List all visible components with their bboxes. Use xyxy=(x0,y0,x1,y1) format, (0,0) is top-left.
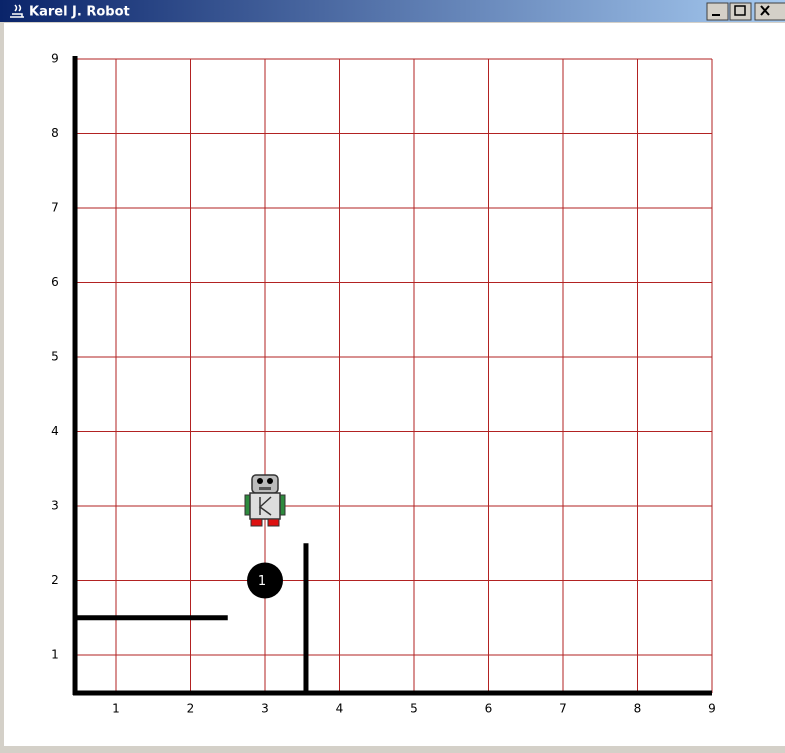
street-label: 9 xyxy=(51,52,59,66)
robot-eye xyxy=(257,478,263,484)
page: Karel J. Robot 1234567891234567891 (() =… xyxy=(0,0,785,753)
avenue-label: 7 xyxy=(559,702,567,716)
street-label: 2 xyxy=(51,573,59,587)
maximize-button[interactable] xyxy=(730,3,751,20)
world-canvas xyxy=(4,23,785,746)
street-label: 5 xyxy=(51,350,59,364)
avenue-label: 3 xyxy=(261,702,269,716)
minimize-button[interactable] xyxy=(707,3,728,20)
robot-eye xyxy=(267,478,273,484)
avenue-label: 5 xyxy=(410,702,418,716)
robot-body xyxy=(250,493,280,519)
close-button[interactable] xyxy=(755,3,785,20)
avenue-label: 9 xyxy=(708,702,716,716)
avenue-label: 2 xyxy=(187,702,195,716)
avenue-label: 8 xyxy=(634,702,642,716)
robot-head xyxy=(252,475,278,493)
robot-foot xyxy=(268,519,279,526)
avenue-label: 1 xyxy=(112,702,120,716)
beeper-count: 1 xyxy=(258,574,266,589)
street-label: 6 xyxy=(51,275,59,289)
street-label: 8 xyxy=(51,126,59,140)
avenue-label: 6 xyxy=(485,702,493,716)
window: Karel J. Robot 1 2 3 4 5 6 7 8 9 1 2 3 4 5 6 7 8 9 1 xyxy=(0,0,785,753)
robot-mouth xyxy=(259,487,271,490)
street-label: 3 xyxy=(51,499,59,513)
street-label: 7 xyxy=(51,201,59,215)
window-title: Karel J. Robot xyxy=(29,5,130,20)
avenue-label: 4 xyxy=(336,702,344,716)
robot-foot xyxy=(251,519,262,526)
street-label: 4 xyxy=(51,424,59,438)
street-label: 1 xyxy=(51,648,59,662)
